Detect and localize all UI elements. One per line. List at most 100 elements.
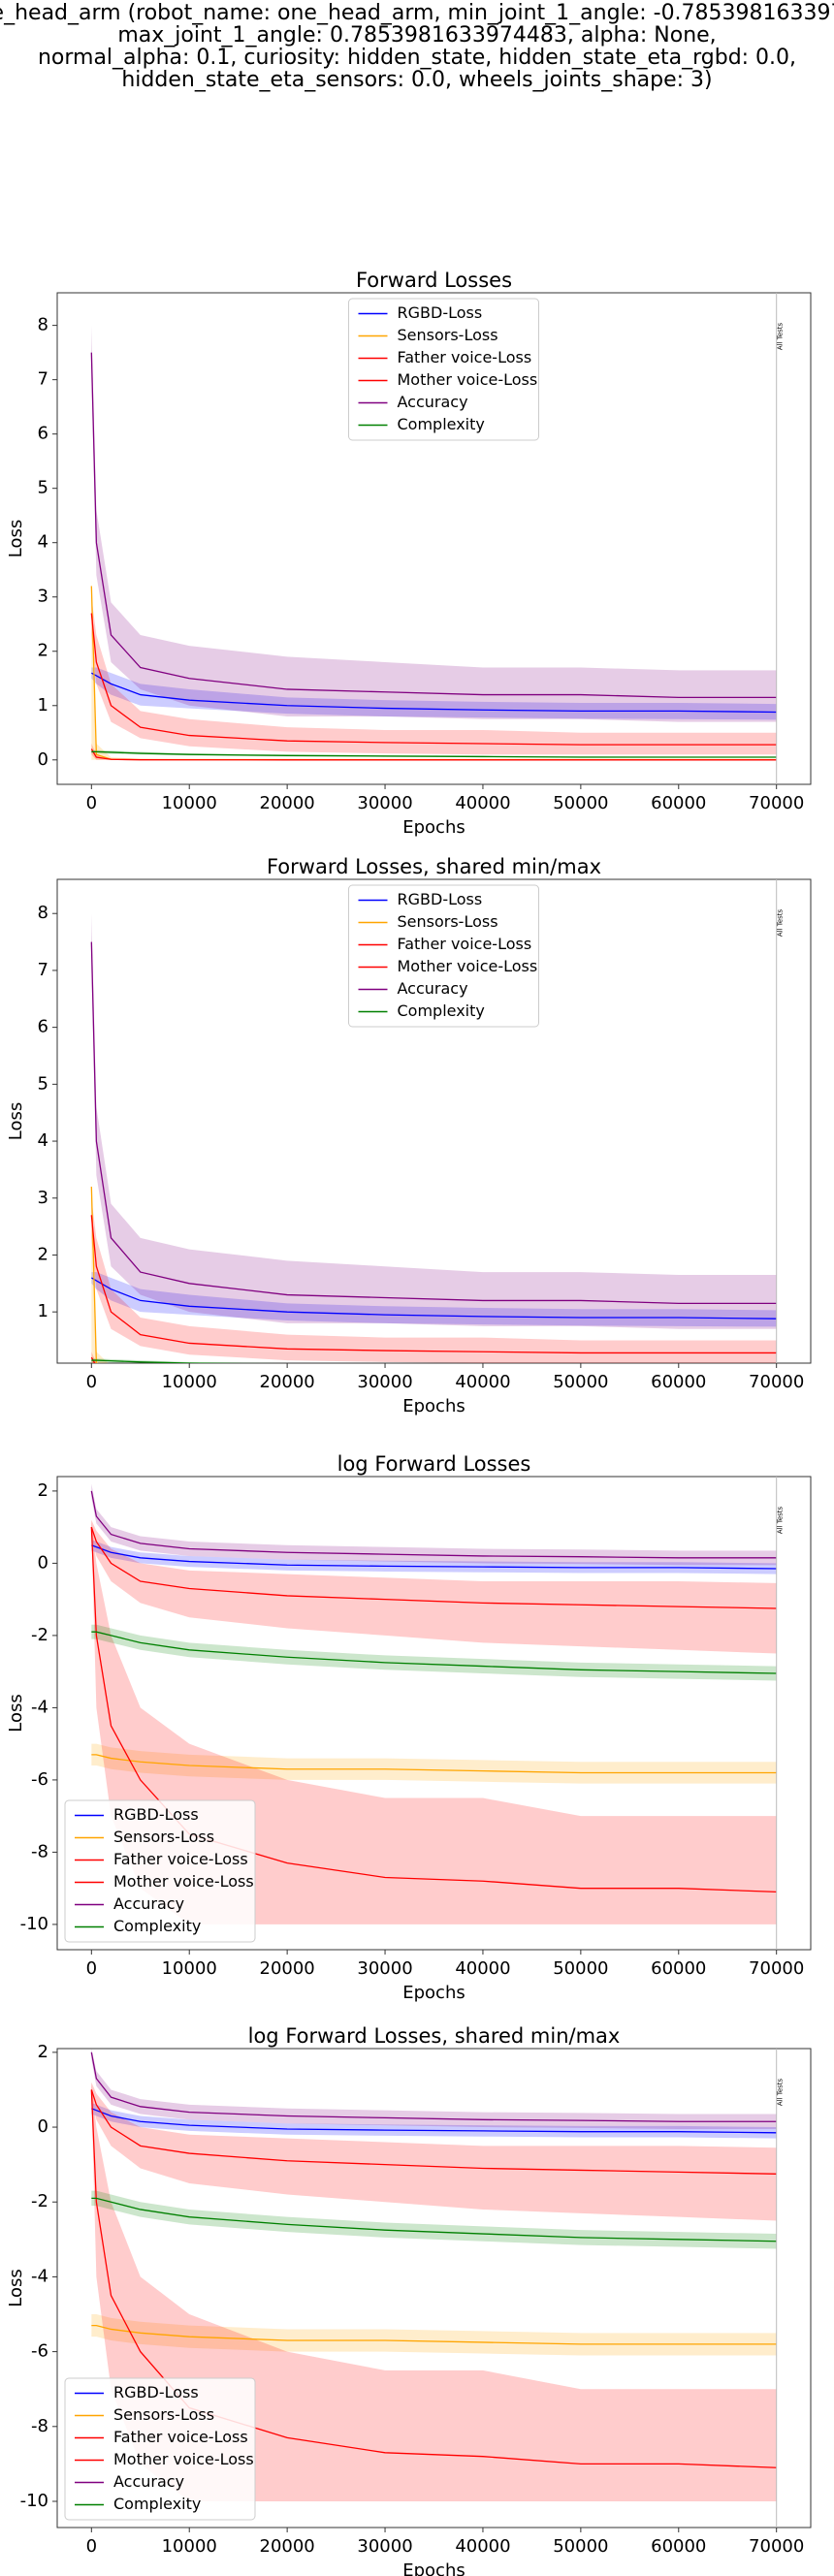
chart-title: Forward Losses: [356, 269, 512, 292]
y-tick-label: -10: [20, 2491, 48, 2511]
y-tick-label: 6: [38, 1017, 48, 1037]
x-tick-label: 0: [86, 793, 97, 813]
y-tick-label: -4: [31, 2266, 48, 2286]
x-tick-label: 50000: [553, 2536, 608, 2557]
error-band: [91, 1197, 777, 1363]
plot: Forward Losses, shared min/max Epochs Loss…: [6, 855, 812, 1416]
x-tick-label: 10000: [162, 793, 217, 813]
legend-label: Father voice-Loss: [113, 2428, 248, 2446]
y-tick-label: 4: [38, 1130, 48, 1151]
series-line: [90, 941, 777, 1305]
series-line: [90, 1277, 777, 1320]
x-tick-label: 40000: [455, 1372, 510, 1392]
y-tick-label: 2: [38, 2042, 48, 2062]
x-tick-label: 0: [86, 2536, 97, 2557]
x-tick-label: 70000: [749, 1958, 804, 1979]
y-tick-label: -2: [31, 2191, 48, 2211]
y-tick-label: -8: [31, 2416, 48, 2436]
legend-box: [348, 298, 539, 441]
series-layer: [90, 913, 777, 1363]
error-band: [91, 2190, 777, 2249]
series-line: [91, 2197, 777, 2242]
y-axis-label: Loss: [6, 1102, 26, 1140]
y-tick-label: 2: [38, 641, 48, 661]
chart-title: log Forward Losses, shared min/max: [248, 2024, 621, 2048]
legend-label: Father voice-Loss: [398, 348, 532, 366]
series-line: [90, 2089, 777, 2468]
plot: log Forward Losses, shared min/max Epochs…: [6, 2024, 812, 2576]
x-tick-label: 50000: [553, 793, 608, 813]
x-tick-label: 50000: [553, 1372, 608, 1392]
suptitle-line: hidden_state_eta_sensors: 0.0, wheels_jo…: [121, 68, 712, 92]
y-tick-label: 8: [38, 903, 48, 923]
error-band: [91, 1272, 777, 1327]
x-tick-label: 40000: [455, 793, 510, 813]
error-band: [91, 913, 777, 1329]
legend-label: Accuracy: [398, 393, 468, 411]
x-tick-label: 20000: [260, 2536, 315, 2557]
legend-label: Mother voice-Loss: [398, 370, 538, 389]
legend-label: Mother voice-Loss: [113, 2450, 254, 2468]
series-line: [90, 613, 777, 746]
legend-label: Mother voice-Loss: [398, 957, 538, 975]
chart-title: log Forward Losses: [337, 1452, 531, 1476]
y-tick-label: 4: [38, 532, 48, 553]
x-tick-label: 30000: [357, 2536, 412, 2557]
series-line: [90, 1527, 777, 1893]
series-line: [91, 672, 777, 714]
legend-label: Accuracy: [113, 2472, 184, 2491]
series-line: [91, 1544, 777, 1570]
error-band: [91, 596, 777, 755]
legend-label: Sensors-Loss: [398, 912, 498, 931]
x-tick-label: 20000: [260, 1372, 315, 1392]
legend-label: Complexity: [113, 2495, 201, 2513]
x-tick-label: 0: [86, 1958, 97, 1979]
legend-label: Sensors-Loss: [113, 1828, 214, 1846]
x-axis-label: Epochs: [402, 817, 465, 838]
legend-label: Accuracy: [113, 1894, 184, 1913]
y-tick-label: -6: [31, 2341, 48, 2362]
error-band: [91, 2049, 777, 2129]
series-line: [90, 352, 777, 699]
error-band: [91, 2314, 777, 2356]
plot: Forward Losses Epochs Loss 0 10000 20000 30000…: [6, 269, 812, 838]
suptitle-line: max_joint_1_angle: 0.7853981633974483, a…: [117, 23, 716, 48]
x-tick-label: 60000: [651, 793, 706, 813]
x-tick-label: 10000: [162, 2536, 217, 2557]
x-tick-label: 30000: [357, 1958, 412, 1979]
suptitle-line: normal_alpha: 0.1, curiosity: hidden_sta…: [38, 46, 796, 70]
series-line: [90, 1215, 777, 1354]
error-band: [91, 2082, 777, 2221]
x-tick-label: 0: [86, 1372, 97, 1392]
series-line: [91, 1631, 777, 1674]
y-tick-label: -2: [31, 1625, 48, 1645]
error-band: [91, 1624, 777, 1681]
legend: RGBD-Loss Sensors-Loss Father voice-Loss Mo…: [348, 884, 539, 1028]
series-line: [91, 2108, 777, 2134]
y-tick-label: 5: [38, 1073, 48, 1094]
error-band: [91, 1483, 777, 1566]
x-axis-label: Epochs: [402, 2560, 465, 2576]
error-band: [91, 1519, 777, 1924]
legend: RGBD-Loss Sensors-Loss Father voice-Loss Mo…: [348, 298, 539, 441]
suptitle-line: ec_one_head_arm (robot_name: one_head_ar…: [0, 1, 834, 25]
y-tick-label: 0: [38, 1552, 48, 1573]
y-tick-label: 0: [38, 749, 48, 770]
y-axis-label: Loss: [6, 1694, 26, 1732]
series-layer: [90, 1483, 777, 1924]
series-line: [90, 2051, 777, 2122]
x-axis-label: Epochs: [402, 1983, 465, 2003]
error-band: [91, 325, 777, 722]
legend-label: Complexity: [113, 1917, 201, 1935]
y-axis-label: Loss: [6, 2269, 26, 2306]
series-line: [90, 748, 777, 761]
y-axis-label: Loss: [6, 520, 26, 557]
legend-label: Accuracy: [398, 979, 468, 998]
x-tick-label: 30000: [357, 793, 412, 813]
legend-label: Sensors-Loss: [398, 326, 498, 344]
legend-label: Father voice-Loss: [398, 935, 532, 953]
x-tick-label: 20000: [260, 793, 315, 813]
legend-box: [64, 2377, 256, 2521]
y-tick-label: 7: [38, 369, 48, 390]
legend-label: Complexity: [398, 1002, 485, 1020]
